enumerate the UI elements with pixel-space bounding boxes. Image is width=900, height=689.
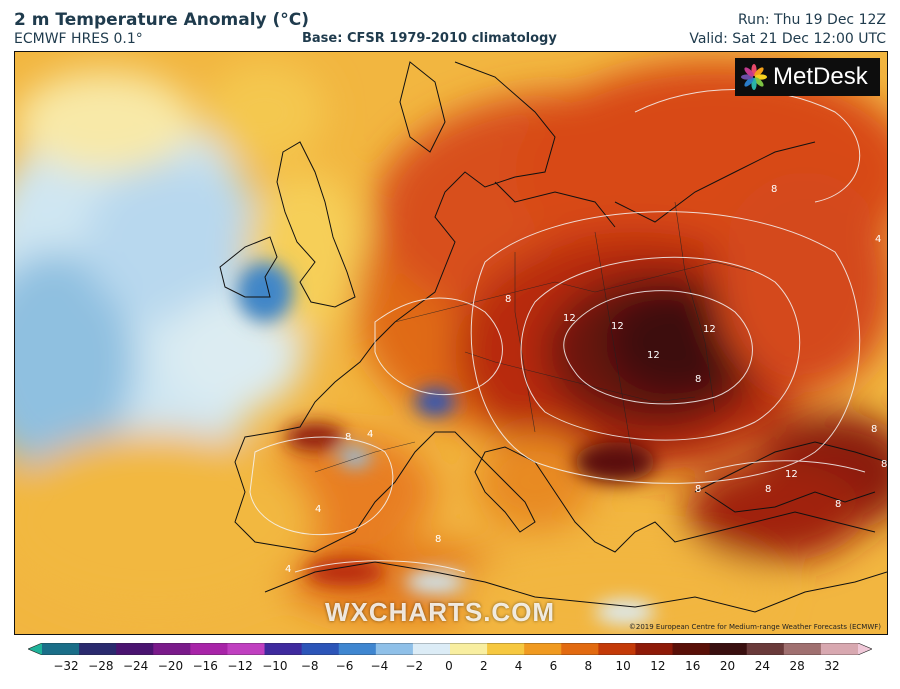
colorbar-segment	[598, 643, 636, 655]
colorbar-tick-label: −10	[262, 659, 288, 673]
metdesk-logo: MetDesk	[735, 58, 880, 96]
colorbar-tick-label: 16	[685, 659, 701, 673]
contour-label: 8	[881, 459, 887, 470]
contour-label: 8	[695, 484, 701, 495]
coastlines	[219, 61, 887, 613]
contour-lines	[249, 89, 866, 573]
colorbar-segment	[375, 643, 414, 655]
contour-label: 8	[765, 484, 771, 495]
colorbar	[28, 643, 872, 655]
colorbar-segment	[635, 643, 674, 655]
colorbar-tick-label: −32	[53, 659, 79, 673]
contour-label: 12	[611, 321, 624, 332]
colorbar-segment	[264, 643, 303, 655]
contour-label: 4	[285, 564, 291, 575]
colorbar-tick-label: 6	[549, 659, 558, 673]
colorbar-tick-label: 32	[824, 659, 840, 673]
colorbar-tick-label: −24	[122, 659, 149, 673]
colorbar-tick-label: −16	[192, 659, 218, 673]
wxcharts-watermark: WXCHARTS.COM	[325, 597, 556, 627]
colorbar-segment	[412, 643, 451, 655]
colorbar-tick-label: 8	[584, 659, 593, 673]
colorbar-tick-label: −4	[370, 659, 389, 673]
contour-label: 8	[345, 432, 351, 443]
colorbar-segment	[227, 643, 266, 655]
contour-label: 12	[563, 313, 576, 324]
colorbar-tick-label: −28	[88, 659, 114, 673]
colorbar-segment	[301, 643, 340, 655]
contour-label: 8	[695, 374, 701, 385]
contour-label: 4	[367, 429, 373, 440]
colorbar-tick-label: 28	[789, 659, 805, 673]
colorbar-segment	[338, 643, 377, 655]
anomaly-field	[15, 62, 887, 634]
colorbar-segment	[783, 643, 822, 655]
contour-label: 8	[505, 294, 511, 305]
contour-label: 8	[835, 499, 841, 510]
model-label: ECMWF HRES 0.1°	[14, 31, 143, 47]
colorbar-tick-label: −2	[405, 659, 424, 673]
colorbar-tick-label: 24	[754, 659, 770, 673]
contour-label: 8	[871, 424, 877, 435]
valid-time-label: Valid: Sat 21 Dec 12:00 UTC	[689, 31, 886, 47]
colorbar-segment	[116, 643, 154, 655]
colorbar-tick-label: −8	[300, 659, 319, 673]
contour-label: 4	[875, 234, 881, 245]
temperature-anomaly-map[interactable]: 8 8 12 12 12 12 8 4 8 8 4 8 12 8 4 8 4 8…	[14, 51, 888, 635]
colorbar-segment	[153, 643, 191, 655]
contour-label: 12	[785, 469, 798, 480]
contour-label-group: 8 8 12 12 12 12 8 4 8 8 4 8 12 8 4 8 4 8…	[285, 184, 887, 575]
contour-label: 8	[771, 184, 777, 195]
colorbar-segment	[524, 643, 562, 655]
borders	[314, 201, 756, 473]
colorbar-segment	[450, 643, 488, 655]
contour-label: 12	[647, 350, 660, 361]
colorbar-segment	[820, 643, 859, 655]
metdesk-star-icon	[741, 64, 767, 90]
map-title: 2 m Temperature Anomaly (°C)	[14, 10, 310, 30]
colorbar-segment	[709, 643, 748, 655]
colorbar-tick-label: 2	[479, 659, 488, 673]
colorbar-segment	[672, 643, 711, 655]
colorbar-tick-label: 0	[445, 659, 453, 673]
colorbar-tick-label: 4	[514, 659, 523, 673]
metdesk-logo-text: MetDesk	[773, 63, 868, 90]
colorbar-min-arrow	[28, 643, 42, 655]
contour-label: 8	[435, 534, 441, 545]
colorbar-tick-label: 10	[615, 659, 631, 673]
map-canvas: 8 8 12 12 12 12 8 4 8 8 4 8 12 8 4 8 4 8…	[15, 52, 887, 634]
colorbar-segment	[42, 643, 80, 655]
copyright-notice: ©2019 European Centre for Medium-range W…	[628, 623, 881, 631]
colorbar-segment	[561, 643, 599, 655]
colorbar-tick-label: −6	[335, 659, 354, 673]
colorbar-tick-labels: −32 −28 −24 −20 −16 −12 −10 −8 −6 −4 −2 0 2 4 6 8 10 12 16…	[0, 657, 900, 677]
colorbar-segment	[79, 643, 117, 655]
contour-label: 12	[703, 324, 716, 335]
base-climatology-label: Base: CFSR 1979-2010 climatology	[302, 31, 557, 46]
colorbar-segment	[746, 643, 785, 655]
colorbar-tick-label: 12	[650, 659, 666, 673]
colorbar-tick-label: −12	[227, 659, 253, 673]
colorbar-tick-label: 20	[719, 659, 736, 673]
contour-label: 4	[315, 504, 321, 515]
run-time-label: Run: Thu 19 Dec 12Z	[738, 12, 886, 28]
colorbar-max-arrow	[858, 643, 872, 655]
colorbar-segment	[190, 643, 228, 655]
colorbar-tick-label: −20	[157, 659, 184, 673]
colorbar-segment	[487, 643, 525, 655]
